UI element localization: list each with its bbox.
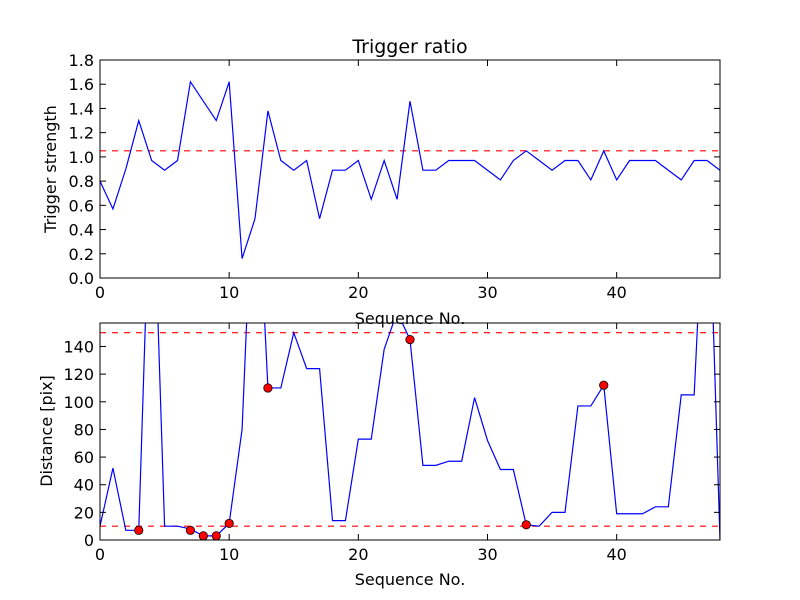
y-tick-label: 1.4 [69,99,94,118]
marker-point-8 [599,380,609,390]
x-tick-label: 0 [95,545,105,564]
top-y-axis-label: Trigger strength [41,105,60,234]
x-tick-label: 10 [219,545,239,564]
x-tick-label: 20 [348,283,368,302]
x-tick-label: 0 [95,283,105,302]
series-line [100,80,720,259]
x-tick-label: 30 [477,545,497,564]
x-tick-label: 10 [219,283,239,302]
marker-point-7 [521,520,531,530]
bottom-y-axis-label: Distance [pix] [37,375,56,487]
y-tick-label: 0.0 [69,269,94,288]
marker-point-2 [198,531,208,540]
top-axes-frame [99,59,721,279]
y-tick-label: 1.8 [69,51,94,70]
marker-point-1 [185,525,196,535]
y-tick-label: 60 [74,448,94,467]
marker-point-3 [211,531,221,540]
bottom-x-axis-label: Sequence No. [355,570,466,589]
y-tick-label: 40 [74,476,94,495]
y-tick-label: 1.2 [69,124,94,143]
y-tick-label: 0 [84,531,94,550]
top-x-axis-label: Sequence No. [355,309,466,328]
y-tick-label: 100 [63,393,94,412]
x-tick-label: 20 [348,545,368,564]
x-tick-label: 40 [606,283,626,302]
y-tick-label: 20 [74,503,94,522]
marker-point-4 [224,518,234,529]
y-tick-label: 1.6 [69,75,94,94]
y-tick-label: 140 [63,337,94,356]
bottom-axes-frame [99,322,721,541]
y-tick-label: 0.6 [69,196,94,215]
y-tick-label: 0.8 [69,172,94,191]
marker-point-6 [405,334,415,345]
top-chart-title: Trigger ratio [351,36,467,58]
bottom-subplot: 0 10 20 30 40 0 20 40 60 80 100 120 140 Sequence No.… [37,322,721,589]
y-tick-label: 1.0 [69,148,94,167]
y-tick-label: 0.4 [69,221,94,240]
y-tick-label: 80 [74,420,94,439]
y-tick-label: 120 [63,365,94,384]
x-tick-label: 40 [606,545,626,564]
marker-point-5 [263,383,273,393]
top-subplot: Trigger ratio 0 10 20 30 40 0.0 0.2 0.4 0.6 0.8 1.… [41,36,721,328]
marker-point-0 [134,525,144,535]
y-tick-label: 0.2 [69,245,94,264]
x-tick-label: 30 [477,283,497,302]
